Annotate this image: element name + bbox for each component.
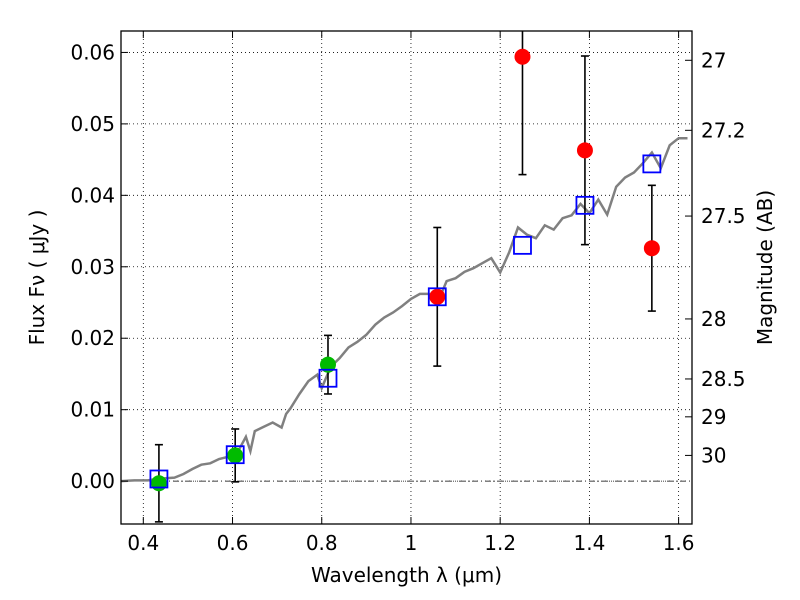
tick-marks xyxy=(121,31,692,524)
green-flux-point xyxy=(150,475,167,492)
y-tick-label: 0.02 xyxy=(70,326,115,350)
red-flux-point xyxy=(514,48,531,65)
model-photometry-square xyxy=(318,368,338,388)
plot-frame xyxy=(120,30,693,525)
y-tick-label: 0.00 xyxy=(70,469,115,493)
y2-tick-label: 28 xyxy=(701,307,726,331)
y2-tick-label: 29 xyxy=(701,405,726,429)
model-photometry-square xyxy=(642,154,662,174)
data-markers xyxy=(149,31,662,523)
model-photometry-square xyxy=(149,469,169,489)
model-photometry-square xyxy=(225,445,245,465)
red-flux-point xyxy=(429,288,446,305)
y-tick-label: 0.05 xyxy=(70,112,115,136)
model-photometry-square xyxy=(575,195,595,215)
grid-lines xyxy=(121,31,692,524)
y-tick-label: 0.03 xyxy=(70,255,115,279)
y2-tick-label: 27.5 xyxy=(701,204,746,228)
y-axis-title: Flux Fν ( μJy ) xyxy=(25,210,49,346)
tick-labels: 0.4 0.6 0.8 1 1.2 1.4 1.6 0.00 0.01 0.02 0.03 0.04 0… xyxy=(70,40,745,555)
y-tick-label: 0.01 xyxy=(70,398,115,422)
y2-tick-label: 30 xyxy=(701,443,726,467)
x-tick-label: 1 xyxy=(405,531,418,555)
model-photometry-square xyxy=(513,235,532,255)
y2-tick-label: 27.2 xyxy=(701,118,746,142)
y-tick-label: 0.04 xyxy=(70,183,115,207)
x-tick-label: 0.4 xyxy=(127,531,159,555)
green-flux-point xyxy=(227,447,244,464)
green-flux-point xyxy=(319,356,336,373)
red-flux-point xyxy=(576,142,593,159)
x-tick-label: 1.4 xyxy=(573,531,605,555)
x-tick-label: 1.6 xyxy=(663,531,695,555)
sed-model-curve xyxy=(120,136,688,483)
x-tick-label: 0.6 xyxy=(217,531,249,555)
y2-tick-label: 27 xyxy=(701,48,726,72)
x-axis-title: Wavelength λ (μm) xyxy=(311,563,502,587)
model-photometry-square xyxy=(427,287,447,307)
y2-axis-title: Magnitude (AB) xyxy=(753,190,777,345)
red-flux-point xyxy=(643,240,660,257)
y-tick-label: 0.06 xyxy=(70,40,115,64)
x-tick-label: 1.2 xyxy=(484,531,516,555)
y2-tick-label: 28.5 xyxy=(701,367,746,391)
x-tick-label: 0.8 xyxy=(306,531,338,555)
sed-curve-layer xyxy=(120,136,688,483)
